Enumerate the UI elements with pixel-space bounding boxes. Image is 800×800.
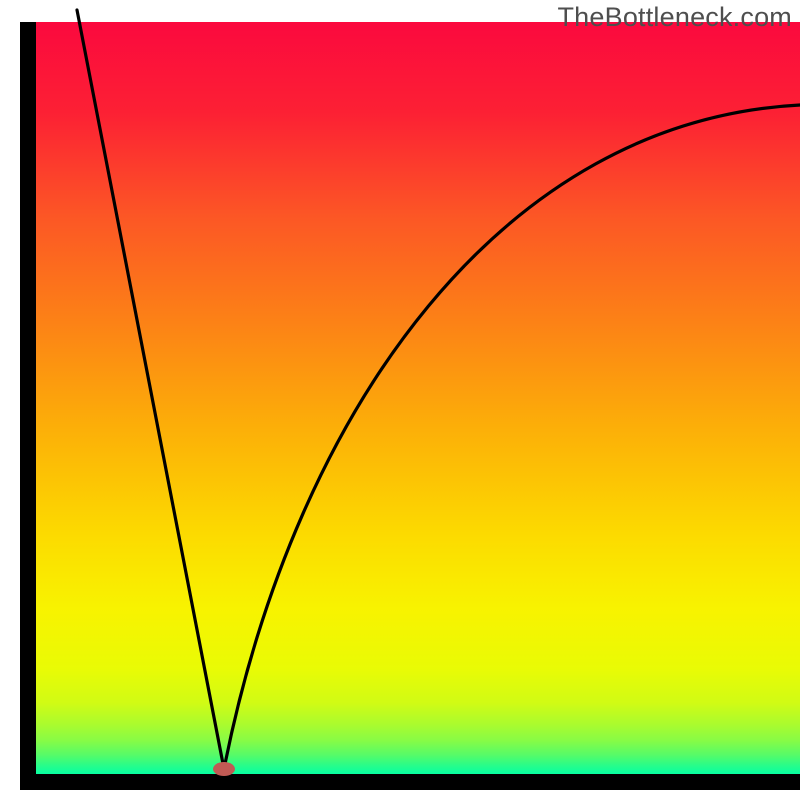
curve-layer (0, 0, 800, 800)
watermark-text: TheBottleneck.com (557, 2, 792, 33)
curve-right-branch (224, 105, 800, 769)
curve-left-branch (77, 10, 224, 769)
minimum-marker (213, 762, 235, 776)
chart-container: TheBottleneck.com (0, 0, 800, 800)
